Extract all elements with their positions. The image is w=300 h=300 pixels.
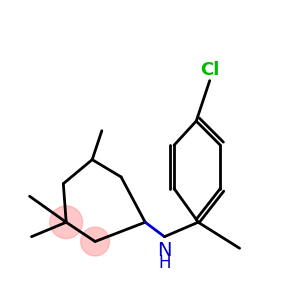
Text: N: N (157, 241, 172, 260)
Circle shape (50, 206, 82, 238)
Circle shape (81, 227, 110, 256)
Text: H: H (158, 254, 171, 272)
Text: Cl: Cl (200, 61, 219, 79)
